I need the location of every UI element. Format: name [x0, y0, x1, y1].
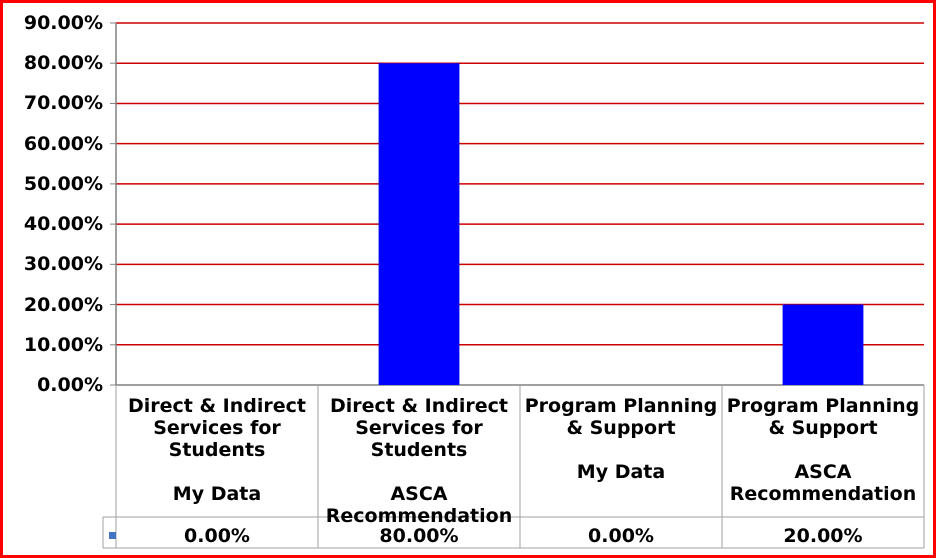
y-tick-label: 10.00% — [23, 333, 103, 356]
y-tick-label: 80.00% — [23, 52, 103, 75]
category-label: Direct & Indirect Services for Students … — [325, 395, 513, 527]
y-tick-label: 50.00% — [23, 172, 103, 195]
legend-key — [109, 532, 116, 539]
y-tick-label: 40.00% — [23, 213, 103, 236]
category-label: Program Planning & Support My Data — [524, 395, 718, 483]
data-table-value: 80.00% — [379, 525, 459, 547]
data-table-value: 0.00% — [588, 525, 654, 547]
category-label: Program Planning & Support ASCA Recommen… — [726, 395, 920, 505]
y-tick-label: 30.00% — [23, 253, 103, 276]
y-tick-label: 60.00% — [23, 132, 103, 155]
y-tick-label: 90.00% — [23, 12, 103, 34]
y-tick-label: 70.00% — [23, 92, 103, 115]
bar — [782, 304, 864, 385]
y-tick-label: 0.00% — [37, 374, 103, 396]
category-label: Direct & Indirect Services for Students … — [128, 395, 306, 505]
y-tick-label: 20.00% — [23, 293, 103, 316]
data-table-value: 20.00% — [783, 525, 863, 547]
data-table-value: 0.00% — [184, 525, 250, 547]
chart-plot — [102, 22, 925, 549]
bar — [378, 63, 460, 385]
